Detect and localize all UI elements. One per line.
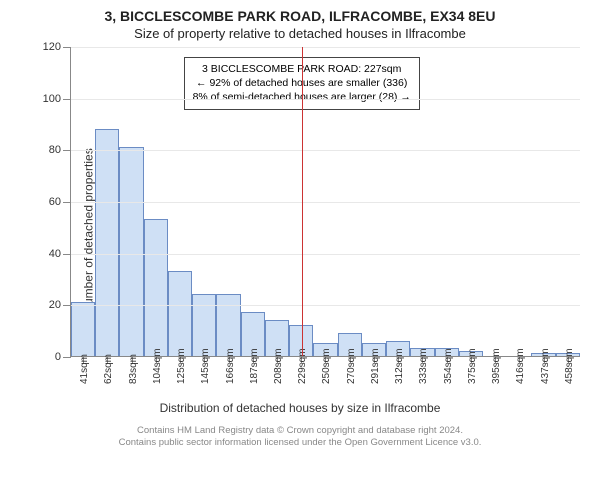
grid-line	[71, 99, 580, 100]
y-tick-label: 20	[49, 299, 61, 311]
page-subtitle: Size of property relative to detached ho…	[10, 26, 590, 41]
x-tick-label: 250sqm	[321, 348, 332, 384]
x-tick-label: 83sqm	[128, 354, 139, 384]
x-tick-label: 187sqm	[249, 348, 260, 384]
y-tick-label: 120	[43, 41, 61, 53]
bar	[216, 294, 240, 356]
y-tick-label: 100	[43, 93, 61, 105]
x-tick-label: 270sqm	[346, 348, 357, 384]
page-title: 3, BICCLESCOMBE PARK ROAD, ILFRACOMBE, E…	[10, 8, 590, 24]
x-tick-label: 291sqm	[370, 348, 381, 384]
plot-area: 41sqm62sqm83sqm104sqm125sqm145sqm166sqm1…	[70, 47, 580, 357]
x-tick-label: 395sqm	[491, 348, 502, 384]
x-tick-label: 458sqm	[564, 348, 575, 384]
grid-line	[71, 254, 580, 255]
x-tick-label: 41sqm	[79, 354, 90, 384]
footer: Contains HM Land Registry data © Crown c…	[10, 425, 590, 450]
footer-line1: Contains HM Land Registry data © Crown c…	[10, 425, 590, 437]
y-tick	[63, 357, 71, 358]
grid-line	[71, 47, 580, 48]
x-tick-label: 333sqm	[418, 348, 429, 384]
x-tick-label: 375sqm	[467, 348, 478, 384]
y-tick-label: 0	[55, 351, 61, 363]
y-tick	[63, 99, 71, 100]
x-tick-label: 437sqm	[540, 348, 551, 384]
chart-wrap: Number of detached properties 41sqm62sqm…	[10, 47, 590, 415]
grid-line	[71, 202, 580, 203]
y-tick	[63, 305, 71, 306]
footer-line2: Contains public sector information licen…	[10, 437, 590, 449]
x-tick-label: 62sqm	[103, 354, 114, 384]
grid-line	[71, 305, 580, 306]
bar	[144, 219, 168, 356]
marker-line	[302, 47, 303, 356]
grid-line	[71, 150, 580, 151]
x-tick-label: 166sqm	[225, 348, 236, 384]
y-tick	[63, 254, 71, 255]
bar	[119, 147, 143, 356]
x-tick-label: 208sqm	[273, 348, 284, 384]
bar	[192, 294, 216, 356]
y-tick	[63, 47, 71, 48]
x-tick-label: 229sqm	[297, 348, 308, 384]
x-tick-label: 354sqm	[443, 348, 454, 384]
x-tick-label: 145sqm	[200, 348, 211, 384]
chart-container: 3, BICCLESCOMBE PARK ROAD, ILFRACOMBE, E…	[0, 0, 600, 500]
bar	[95, 129, 119, 356]
y-tick-label: 60	[49, 196, 61, 208]
bar	[168, 271, 192, 356]
x-tick-label: 312sqm	[394, 348, 405, 384]
bar	[71, 302, 95, 356]
x-axis-label: Distribution of detached houses by size …	[10, 401, 590, 415]
y-tick	[63, 202, 71, 203]
y-tick-label: 40	[49, 248, 61, 260]
x-tick-label: 125sqm	[176, 348, 187, 384]
x-tick-label: 104sqm	[152, 348, 163, 384]
y-tick	[63, 150, 71, 151]
x-tick-label: 416sqm	[515, 348, 526, 384]
y-tick-label: 80	[49, 144, 61, 156]
